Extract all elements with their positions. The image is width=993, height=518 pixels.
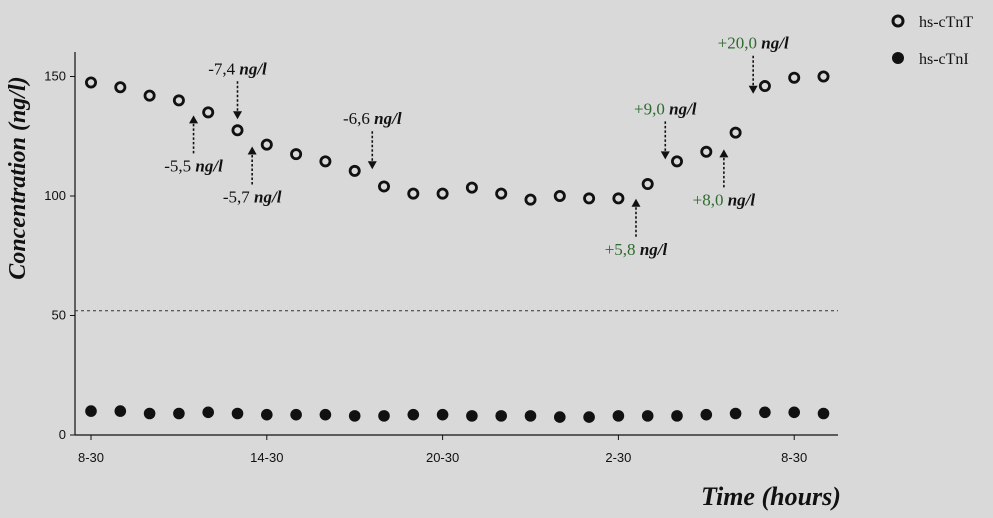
data-point-hs-ctnt [172, 94, 185, 107]
annotation-arrow-head [660, 151, 670, 160]
data-point-hs-ctni [700, 408, 713, 421]
annotation-label: +20,0 ng/l [718, 34, 789, 53]
y-axis-title: Concentration (ng/l) [5, 76, 31, 279]
series-hs-ctnt [85, 70, 830, 206]
data-point-hs-ctni [524, 410, 537, 422]
legend-label-hs-ctnt: hs-cTnT [919, 14, 973, 31]
data-point-hs-ctni [261, 408, 273, 421]
data-point-hs-ctnt [583, 192, 596, 205]
annotation-label: +8,0 ng/l [693, 190, 756, 209]
annotation-label: -6,6 ng/l [343, 109, 402, 128]
data-point-hs-ctni [143, 407, 156, 420]
x-tick-label: 8-30 [78, 450, 104, 465]
data-point-hs-ctni [319, 408, 332, 421]
x-tick-label: 2-30 [605, 450, 631, 465]
data-point-hs-ctnt [817, 70, 830, 83]
data-point-hs-ctnt [85, 76, 98, 89]
annotation: -5,7 ng/l [223, 146, 282, 206]
annotation: -7,4 ng/l [208, 59, 267, 120]
annotation-label: -7,4 ng/l [208, 59, 267, 78]
y-tick-label: 100 [44, 188, 66, 203]
data-point-hs-ctni [85, 405, 97, 417]
legend-marker-hs-ctni [892, 52, 904, 64]
data-point-hs-ctni [436, 408, 449, 421]
data-point-hs-ctnt [524, 193, 537, 206]
legend: hs-cTnT hs-cTnI [891, 14, 973, 68]
y-tick-label: 150 [44, 69, 66, 84]
data-point-hs-ctni [173, 407, 185, 420]
data-point-hs-ctni [466, 410, 478, 422]
data-point-hs-ctni [612, 410, 625, 422]
data-point-hs-ctni [554, 411, 566, 423]
annotation-arrow-head [367, 161, 377, 170]
annotation: +5,8 ng/l [605, 198, 668, 259]
legend-label-hs-ctni: hs-cTnI [919, 51, 969, 68]
data-point-hs-ctnt [143, 89, 156, 102]
data-point-hs-ctnt [114, 81, 127, 94]
series-hs-ctni [85, 405, 830, 423]
axes [74, 52, 838, 436]
data-point-hs-ctni [202, 406, 214, 419]
annotation-label: -5,7 ng/l [223, 187, 282, 206]
annotation: +8,0 ng/l [693, 149, 756, 209]
data-point-hs-ctni [495, 410, 508, 422]
data-point-hs-ctnt [495, 187, 508, 200]
annotation-arrow-head [748, 85, 758, 94]
data-point-hs-ctni [348, 410, 361, 422]
y-tick-label: 0 [59, 427, 66, 442]
data-point-hs-ctnt [290, 148, 303, 161]
data-point-hs-ctnt [260, 138, 273, 151]
y-tick-label: 50 [52, 308, 66, 323]
data-point-hs-ctnt [231, 124, 244, 137]
x-tick-label: 20-30 [426, 450, 459, 465]
data-point-hs-ctni [788, 406, 800, 419]
annotation: -6,6 ng/l [343, 109, 402, 170]
annotation-arrow-head [719, 149, 729, 158]
data-point-hs-ctnt [729, 126, 742, 139]
data-point-hs-ctnt [700, 145, 713, 158]
annotation: +9,0 ng/l [634, 99, 697, 160]
data-point-hs-ctni [378, 410, 390, 422]
annotation: -5,5 ng/l [164, 115, 223, 175]
data-point-hs-ctni [817, 407, 830, 420]
data-point-hs-ctnt [348, 164, 361, 177]
x-tick-label: 8-30 [781, 450, 807, 465]
data-point-hs-ctni [407, 408, 420, 421]
data-point-hs-ctni [759, 406, 771, 419]
data-point-hs-ctni [729, 407, 742, 420]
annotation-label: +9,0 ng/l [634, 99, 697, 118]
data-point-hs-ctnt [436, 187, 449, 200]
data-point-hs-ctni [231, 407, 244, 420]
data-point-hs-ctni [290, 408, 302, 421]
annotation-label: +5,8 ng/l [605, 240, 668, 259]
data-point-hs-ctni [671, 410, 683, 422]
data-point-hs-ctni [583, 411, 595, 423]
x-tick-label: 14-30 [250, 450, 283, 465]
data-point-hs-ctnt [641, 178, 654, 191]
data-point-hs-ctni [641, 410, 654, 422]
annotation-label: -5,5 ng/l [164, 156, 223, 175]
data-point-hs-ctnt [671, 155, 684, 168]
data-point-hs-ctnt [407, 187, 420, 200]
data-point-hs-ctnt [319, 155, 332, 168]
data-point-hs-ctnt [377, 180, 390, 193]
data-point-hs-ctnt [612, 192, 625, 205]
data-point-hs-ctnt [553, 189, 566, 202]
data-point-hs-ctni [114, 405, 127, 417]
legend-marker-hs-ctnt [891, 14, 905, 28]
annotation-arrow-head [233, 111, 242, 120]
annotation-arrow-head [247, 146, 257, 155]
data-point-hs-ctnt [788, 71, 801, 84]
annotation-arrow-head [631, 198, 641, 207]
data-point-hs-ctnt [202, 106, 215, 119]
x-axis-title: Time (hours) [701, 482, 841, 511]
data-point-hs-ctnt [465, 181, 478, 194]
data-point-hs-ctnt [758, 80, 771, 93]
annotation-arrow-head [189, 115, 199, 124]
annotation: +20,0 ng/l [718, 34, 789, 94]
